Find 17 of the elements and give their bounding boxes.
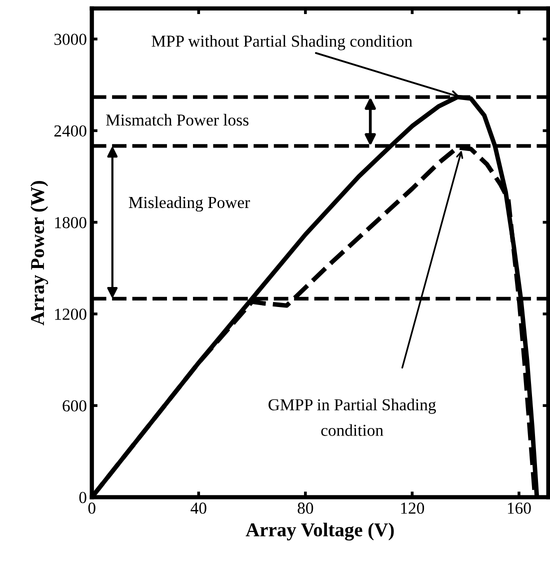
- x-tick-label: 160: [508, 502, 531, 514]
- annotation: GMPP in Partial Shading condition: [268, 398, 436, 436]
- annotation: MPP without Partial Shading condition: [152, 35, 412, 50]
- y-axis-title: Array Power (W): [30, 180, 48, 326]
- x-axis-title: Array Voltage (V): [246, 522, 394, 541]
- y-tick-label: 600: [62, 400, 86, 412]
- y-tick-label: 1800: [55, 216, 86, 228]
- y-tick-label: 1200: [55, 308, 86, 320]
- x-tick-label: 120: [401, 502, 424, 514]
- y-tick-label: 2400: [54, 125, 86, 137]
- annotation: Misleading Power: [128, 196, 250, 212]
- x-tick-label: 80: [298, 502, 314, 514]
- x-tick-label: 40: [190, 502, 206, 514]
- y-tick-label: 3000: [54, 34, 86, 45]
- y-tick-label: 0: [79, 492, 86, 504]
- annotation: Mismatch Power loss: [106, 114, 248, 126]
- x-tick-label: 0: [88, 502, 96, 514]
